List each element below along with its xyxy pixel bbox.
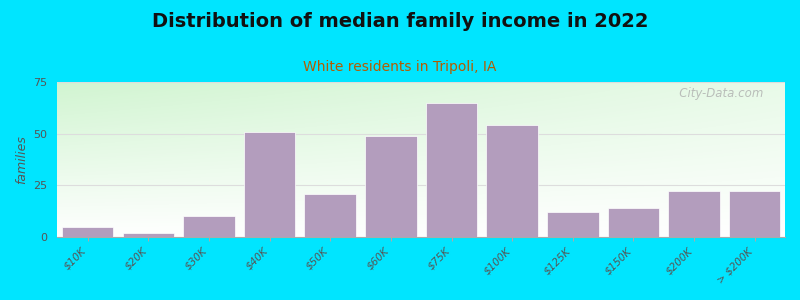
Bar <box>305 194 356 237</box>
Bar <box>62 226 114 237</box>
Bar <box>486 125 538 237</box>
Text: City-Data.com: City-Data.com <box>668 87 763 100</box>
Bar <box>729 191 781 237</box>
Y-axis label: families: families <box>15 135 28 184</box>
Bar <box>668 191 720 237</box>
Bar <box>122 233 174 237</box>
Bar <box>244 132 295 237</box>
Bar <box>426 103 478 237</box>
Bar <box>183 216 234 237</box>
Bar <box>365 136 417 237</box>
Bar <box>547 212 598 237</box>
Bar <box>608 208 659 237</box>
Text: Distribution of median family income in 2022: Distribution of median family income in … <box>152 12 648 31</box>
Text: White residents in Tripoli, IA: White residents in Tripoli, IA <box>303 60 497 74</box>
